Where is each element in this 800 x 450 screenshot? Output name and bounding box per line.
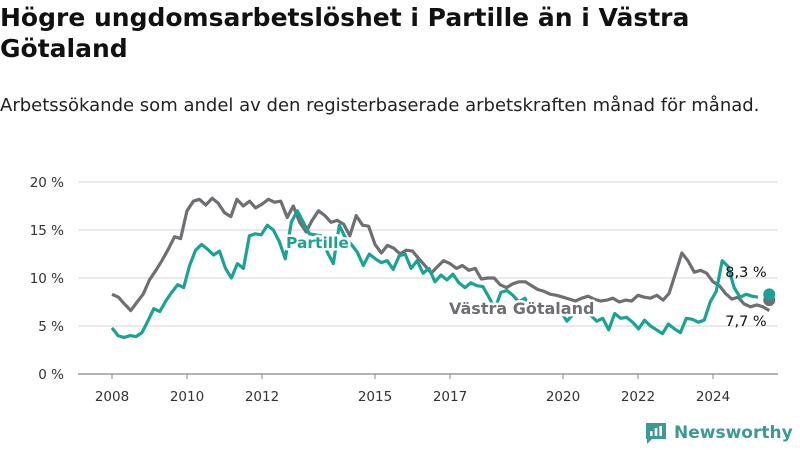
x-tick-label: 2010 — [170, 389, 204, 405]
y-tick-label: 0 % — [38, 367, 64, 383]
y-tick-label: 20 % — [30, 175, 64, 191]
brand-name: Newsworthy — [674, 423, 793, 443]
newsworthy-logo-icon — [646, 423, 666, 444]
y-axis-ticks: 0 % 5 % 10 % 15 % 20 % — [30, 175, 64, 383]
y-tick-label: 15 % — [30, 223, 64, 239]
x-tick-label: 2020 — [546, 389, 580, 405]
chart-title: Högre ungdomsarbetslöshet i Partille än … — [0, 3, 690, 63]
gridlines — [78, 181, 778, 375]
x-tick-label: 2022 — [621, 389, 655, 405]
y-tick-label: 10 % — [30, 271, 64, 287]
series-label-partille-halo: Partille — [286, 234, 349, 252]
end-label-partille: 8,3 % — [725, 265, 766, 281]
series-line-vastra-gotaland — [111, 196, 771, 313]
x-tick-label: 2015 — [358, 389, 392, 405]
end-label-vastra-gotaland: 7,7 % — [725, 314, 766, 330]
x-tick-label: 2017 — [433, 389, 467, 405]
series-label-vastra-gotaland-halo: Västra Götaland — [449, 299, 594, 318]
series-lines — [110, 196, 776, 340]
series-line-partille — [110, 209, 759, 340]
chart-subtitle: Arbetssökande som andel av den registerb… — [0, 95, 760, 116]
series-label-vastra-gotaland: Västra Götaland — [449, 299, 594, 318]
y-tick-label: 5 % — [38, 319, 64, 335]
x-tick-label: 2012 — [245, 389, 279, 405]
series-label-partille: Partille — [286, 234, 349, 252]
end-point-partille — [763, 288, 776, 301]
x-tick-label: 2024 — [696, 389, 730, 405]
newsworthy-brand: Newsworthy — [644, 420, 793, 446]
x-tick-label: 2008 — [95, 389, 129, 405]
x-axis-ticks: 2008 2010 2012 2015 2017 2020 2022 2024 — [95, 374, 730, 405]
